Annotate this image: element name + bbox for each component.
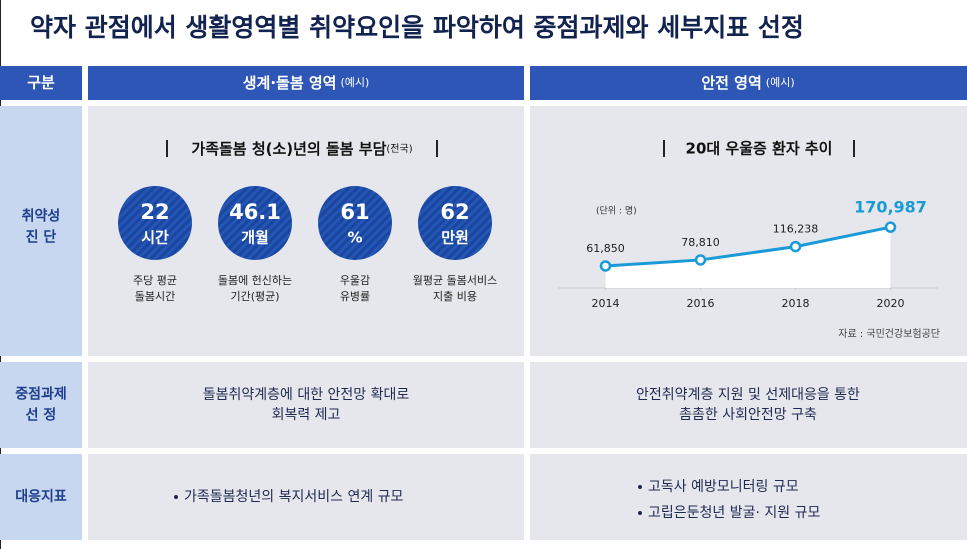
source: 자료 : 국민건강보험공단 (838, 328, 940, 340)
stat-value: 62 (440, 200, 469, 224)
value-label: 78,810 (681, 236, 720, 249)
panel-title-note: (전국) (386, 143, 412, 155)
cell (88, 362, 524, 448)
header-cell (88, 66, 524, 100)
stat-label: 돌봄시간 (135, 290, 175, 303)
cell-text: 안전취약계층 지원 및 선제대응을 통한 (636, 387, 860, 403)
row-label-cell (0, 454, 82, 540)
stat-value: 61 (340, 200, 369, 224)
row-label: 진 단 (26, 229, 57, 246)
row-label: 취약성 (22, 208, 61, 225)
x-tick-label: 2016 (687, 297, 715, 310)
stat-label: 지출 비용 (433, 290, 477, 303)
row-label: 중점과제 (15, 386, 67, 403)
stat-circle (318, 186, 392, 260)
bullet (638, 511, 642, 515)
cell (530, 362, 967, 448)
row-label-cell (0, 362, 82, 448)
stat-value: 46.1 (229, 200, 281, 224)
row-label-cell (0, 106, 82, 356)
stat-circle (218, 186, 292, 260)
value-label: 116,238 (773, 223, 819, 236)
header-title: 안전 영역 (701, 74, 761, 92)
point (599, 260, 612, 272)
stat-unit: % (347, 229, 362, 247)
cell-text: 회복력 제고 (272, 407, 341, 423)
header-note: (예시) (766, 76, 795, 89)
cell (530, 454, 967, 540)
stat-label: 기간(평균) (230, 290, 279, 303)
line (605, 225, 891, 268)
bullet-text: 고립은둔청년 발굴· 지원 규모 (648, 505, 820, 521)
point (884, 221, 897, 233)
stat-label: 주당 평균 (133, 274, 177, 287)
stat-label: 돌봄에 헌신하는 (218, 273, 292, 287)
header-label: 생계·돌봄 영역 (예시) (243, 74, 370, 92)
header-cell (0, 66, 82, 100)
page-title: 약자 관점에서 생활영역별 취약요인을 파악하여 중점과제와 세부지표 선정 (30, 13, 804, 42)
stat-unit: 개월 (241, 229, 269, 247)
stat-unit: 시간 (141, 229, 169, 247)
row-label: 대응지표 (15, 489, 67, 505)
row-label: 선 정 (26, 407, 57, 424)
bullet (638, 485, 642, 489)
cell (88, 454, 524, 540)
stat-value: 22 (140, 200, 169, 224)
stat-label: 유병률 (340, 290, 370, 303)
stat-label: 월평균 돌봄서비스 (413, 274, 497, 287)
header-title: 생계·돌봄 영역 (243, 74, 337, 92)
unit-label: (단위 : 명) (596, 206, 637, 217)
point (789, 240, 802, 253)
point (694, 254, 707, 266)
panel-title-main: 가족돌봄 청(소)년의 돌봄 부담 (191, 140, 386, 158)
x-tick-label: 2014 (592, 297, 620, 310)
header-label: 안전 영역 (예시) (701, 74, 794, 92)
value-label: 170,987 (854, 198, 927, 217)
bullet-text: 고독사 예방모니터링 규모 (648, 479, 799, 495)
header-label: 구분 (27, 74, 55, 92)
x-tick-label: 2018 (782, 297, 810, 310)
chart-title: 20대 우울증 환자 추이 (686, 140, 833, 158)
stat-circle (118, 186, 192, 260)
cell-text: 촘촘한 사회안전망 구축 (679, 407, 817, 423)
panel-title: 가족돌봄 청(소)년의 돌봄 부담(전국) (191, 140, 412, 158)
cell-text: 돌봄취약계층에 대한 안전망 확대로 (203, 387, 410, 403)
value-label: 61,850 (586, 242, 625, 255)
stat-label: 우울감 (340, 274, 370, 287)
header-note: (예시) (340, 76, 369, 89)
bullet (174, 495, 178, 499)
header-cell (530, 66, 967, 100)
x-tick-label: 2020 (877, 297, 905, 310)
stat-circle (418, 186, 492, 260)
bullet-text: 가족돌봄청년의 복지서비스 연계 규모 (184, 489, 404, 505)
stat-unit: 만원 (441, 229, 469, 247)
